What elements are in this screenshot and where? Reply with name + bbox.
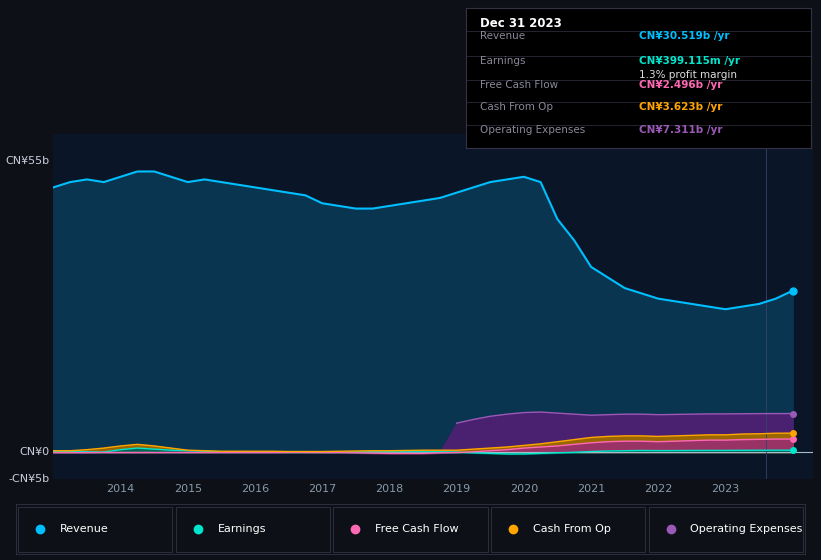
Text: Operating Expenses: Operating Expenses: [480, 125, 585, 134]
Text: Earnings: Earnings: [218, 524, 266, 534]
Text: Revenue: Revenue: [60, 524, 108, 534]
Text: CN¥0: CN¥0: [20, 447, 49, 458]
Text: Cash From Op: Cash From Op: [533, 524, 611, 534]
Text: CN¥55b: CN¥55b: [6, 156, 49, 166]
Text: Operating Expenses: Operating Expenses: [690, 524, 803, 534]
Text: Cash From Op: Cash From Op: [480, 102, 553, 112]
Text: -CN¥5b: -CN¥5b: [8, 474, 49, 484]
Text: 1.3% profit margin: 1.3% profit margin: [639, 70, 736, 80]
Text: Earnings: Earnings: [480, 56, 525, 66]
Text: Free Cash Flow: Free Cash Flow: [375, 524, 459, 534]
Text: CN¥399.115m /yr: CN¥399.115m /yr: [639, 56, 740, 66]
Text: CN¥7.311b /yr: CN¥7.311b /yr: [639, 125, 722, 134]
Text: Dec 31 2023: Dec 31 2023: [480, 17, 562, 30]
Text: CN¥30.519b /yr: CN¥30.519b /yr: [639, 31, 729, 41]
Text: Revenue: Revenue: [480, 31, 525, 41]
Text: CN¥3.623b /yr: CN¥3.623b /yr: [639, 102, 722, 112]
Text: CN¥2.496b /yr: CN¥2.496b /yr: [639, 80, 722, 90]
Text: Free Cash Flow: Free Cash Flow: [480, 80, 558, 90]
